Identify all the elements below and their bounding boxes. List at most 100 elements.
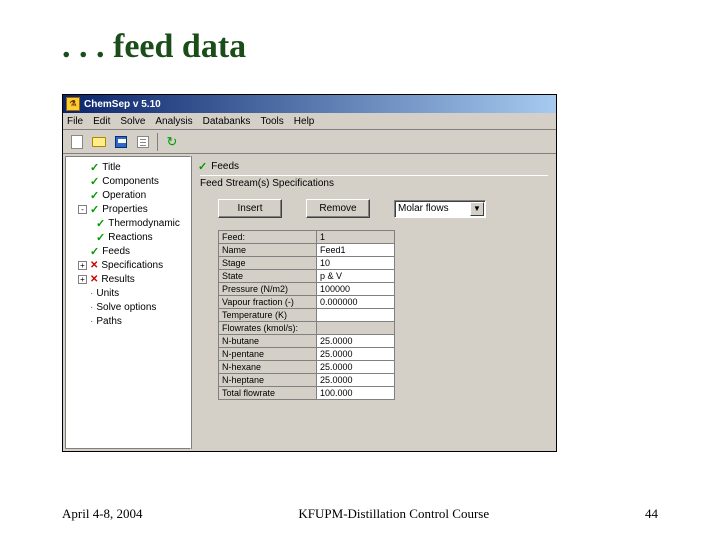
cell-label: State [219, 270, 317, 283]
titlebar[interactable]: ⚗ ChemSep v 5.10 [63, 95, 556, 113]
table-row: Flowrates (kmol/s): [219, 322, 395, 335]
tree-label: Title [102, 162, 121, 173]
check-icon: ✓ [90, 161, 99, 174]
feed-table: Feed:1NameFeed1Stage10Statep & VPressure… [218, 230, 395, 400]
footer-date: April 4-8, 2004 [62, 506, 143, 522]
tree-label: Properties [102, 204, 148, 215]
dot-icon: · [90, 288, 93, 299]
check-icon: ✓ [90, 175, 99, 188]
table-row: N-pentane25.0000 [219, 348, 395, 361]
menu-databanks[interactable]: Databanks [203, 116, 251, 127]
tree-label: Reactions [108, 232, 152, 243]
button-row: Insert Remove Molar flows ▼ [218, 199, 548, 218]
remove-button[interactable]: Remove [306, 199, 370, 218]
x-icon: ✕ [90, 274, 98, 285]
tree-label: Specifications [101, 260, 163, 271]
tree-item-specifications[interactable]: +✕Specifications [68, 258, 188, 272]
cell-value[interactable] [317, 309, 395, 322]
select-value: Molar flows [398, 203, 449, 214]
open-icon [92, 137, 106, 147]
tree-item-operation[interactable]: ✓Operation [68, 188, 188, 202]
table-row: Total flowrate100.000 [219, 387, 395, 400]
tree-label: Feeds [102, 246, 130, 257]
table-row: N-butane25.0000 [219, 335, 395, 348]
tree-item-thermodynamic[interactable]: ✓Thermodynamic [68, 216, 188, 230]
table-row: Feed:1 [219, 231, 395, 244]
tree-item-components[interactable]: ✓Components [68, 174, 188, 188]
tree-item-units[interactable]: ·Units [68, 286, 188, 300]
table-row: N-heptane25.0000 [219, 374, 395, 387]
dot-icon: · [90, 302, 93, 313]
cell-value [317, 322, 395, 335]
x-icon: ✕ [90, 260, 98, 271]
table-row: NameFeed1 [219, 244, 395, 257]
cell-label: Temperature (K) [219, 309, 317, 322]
cell-value[interactable]: Feed1 [317, 244, 395, 257]
cell-label: Feed: [219, 231, 317, 244]
cell-label: Name [219, 244, 317, 257]
menu-file[interactable]: File [67, 116, 83, 127]
cell-label: N-heptane [219, 374, 317, 387]
tree-item-feeds[interactable]: ✓Feeds [68, 244, 188, 258]
cell-label: N-hexane [219, 361, 317, 374]
dot-icon: · [90, 316, 93, 327]
cell-value[interactable]: 25.0000 [317, 374, 395, 387]
cell-value[interactable]: 10 [317, 257, 395, 270]
tree-label: Results [101, 274, 134, 285]
tree-item-reactions[interactable]: ✓Reactions [68, 230, 188, 244]
cell-label: Flowrates (kmol/s): [219, 322, 317, 335]
app-icon: ⚗ [66, 97, 80, 111]
menu-tools[interactable]: Tools [260, 116, 283, 127]
new-icon [71, 135, 83, 149]
menu-help[interactable]: Help [294, 116, 315, 127]
open-button[interactable] [89, 132, 109, 152]
tree-panel[interactable]: ✓Title✓Components✓Operation-✓Properties✓… [65, 156, 191, 449]
toolbar: ↻ [63, 130, 556, 154]
run-button[interactable]: ↻ [162, 132, 182, 152]
tree-label: Paths [96, 316, 122, 327]
cell-value[interactable]: 25.0000 [317, 335, 395, 348]
tree-item-properties[interactable]: -✓Properties [68, 202, 188, 216]
check-icon: ✓ [90, 203, 99, 216]
panel-heading-text: Feeds [211, 161, 239, 172]
tree-item-title[interactable]: ✓Title [68, 160, 188, 174]
expand-icon[interactable]: + [78, 261, 87, 270]
table-row: Stage10 [219, 257, 395, 270]
cell-label: Stage [219, 257, 317, 270]
collapse-icon[interactable]: - [78, 205, 87, 214]
tree-label: Operation [102, 190, 146, 201]
table-row: Statep & V [219, 270, 395, 283]
check-icon: ✓ [90, 245, 99, 258]
check-icon: ✓ [96, 231, 105, 244]
menu-solve[interactable]: Solve [120, 116, 145, 127]
cell-label: N-butane [219, 335, 317, 348]
cell-label: Total flowrate [219, 387, 317, 400]
menu-analysis[interactable]: Analysis [155, 116, 192, 127]
slide-footer: April 4-8, 2004 KFUPM-Distillation Contr… [0, 506, 720, 522]
tree-item-results[interactable]: +✕Results [68, 272, 188, 286]
list-button[interactable] [133, 132, 153, 152]
cell-value[interactable]: 100.000 [317, 387, 395, 400]
footer-course: KFUPM-Distillation Control Course [298, 506, 489, 522]
new-button[interactable] [67, 132, 87, 152]
tree-item-paths[interactable]: ·Paths [68, 314, 188, 328]
cell-value[interactable]: 25.0000 [317, 348, 395, 361]
expand-icon[interactable]: + [78, 275, 87, 284]
tree-item-solve-options[interactable]: ·Solve options [68, 300, 188, 314]
cell-value[interactable]: p & V [317, 270, 395, 283]
units-select[interactable]: Molar flows ▼ [394, 200, 486, 218]
chevron-down-icon: ▼ [470, 202, 484, 216]
check-icon: ✓ [96, 217, 105, 230]
insert-button[interactable]: Insert [218, 199, 282, 218]
menu-edit[interactable]: Edit [93, 116, 110, 127]
cell-value[interactable]: 0.000000 [317, 296, 395, 309]
cell-value[interactable]: 25.0000 [317, 361, 395, 374]
cell-value[interactable]: 100000 [317, 283, 395, 296]
table-row: Pressure (N/m2)100000 [219, 283, 395, 296]
cell-value: 1 [317, 231, 395, 244]
group-label: Feed Stream(s) Specifications [200, 175, 548, 189]
list-icon [137, 136, 149, 148]
cell-label: Pressure (N/m2) [219, 283, 317, 296]
content-panel: ✓ Feeds Feed Stream(s) Specifications In… [191, 156, 554, 449]
save-button[interactable] [111, 132, 131, 152]
